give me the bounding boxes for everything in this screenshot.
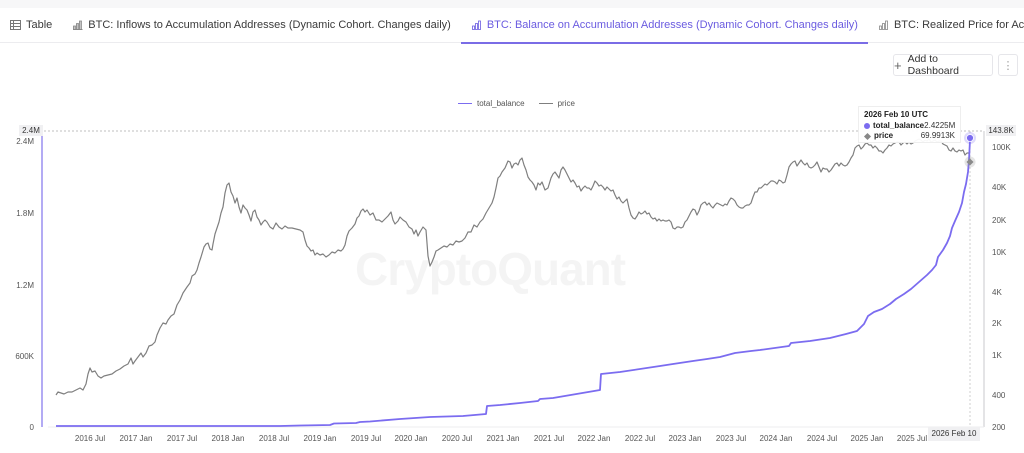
crosshair-right-value-badge: 143.8K [986,125,1016,136]
svg-text:2K: 2K [992,319,1002,328]
tooltip-value: 69.9913K [920,131,955,140]
kebab-menu-icon: ⋮ [1002,59,1014,72]
bar-chart-icon [73,20,83,30]
svg-text:2022 Jan: 2022 Jan [578,434,611,443]
svg-text:2025 Jan: 2025 Jan [851,434,884,443]
crosshair-left-value-badge: 2.4M [19,125,43,136]
svg-text:2024 Jul: 2024 Jul [807,434,837,443]
svg-text:2023 Jan: 2023 Jan [669,434,702,443]
tab-label: Table [26,19,53,31]
add-to-dashboard-label: Add to Dashboard [907,53,959,77]
svg-text:2019 Jul: 2019 Jul [351,434,381,443]
more-options-button[interactable]: ⋮ [998,54,1018,76]
svg-text:1.2M: 1.2M [16,281,34,290]
svg-text:400: 400 [992,391,1006,400]
total-balance-line [56,137,972,427]
diamond-icon [863,132,872,140]
x-axis: 2016 Jul 2017 Jan 2017 Jul 2018 Jan 2018… [75,434,927,443]
legend-swatch [458,102,472,105]
legend-item-price[interactable]: price [538,99,575,108]
chart-tooltip: 2026 Feb 10 UTC total_balance 2.4225M pr… [858,106,961,143]
tooltip-title: 2026 Feb 10 UTC [864,110,929,119]
svg-text:2022 Jul: 2022 Jul [625,434,655,443]
tooltip-row-total-balance: total_balance 2.4225M [864,121,955,131]
legend-label: total_balance [477,99,525,108]
tooltip-label: total_balance [873,121,925,130]
svg-text:2024 Jan: 2024 Jan [760,434,793,443]
tab-balance[interactable]: BTC: Balance on Accumulation Addresses (… [460,8,869,44]
tooltip-value: 2.4225M [924,121,956,130]
tooltip-row-price: price 69.9913K [863,131,955,141]
svg-text:0: 0 [30,423,35,432]
chart-legend: total_balance price [458,99,589,108]
svg-text:2018 Jan: 2018 Jan [212,434,245,443]
bar-chart-icon [471,20,481,30]
svg-text:2016 Jul: 2016 Jul [75,434,105,443]
watermark: CryptoQuant [355,242,626,296]
svg-text:1K: 1K [992,351,1002,360]
svg-text:2020 Jan: 2020 Jan [395,434,428,443]
svg-text:2.4M: 2.4M [16,137,34,146]
svg-text:20K: 20K [992,216,1007,225]
add-to-dashboard-button[interactable]: + Add to Dashboard [893,53,993,77]
svg-text:100K: 100K [992,143,1011,152]
svg-text:10K: 10K [992,248,1007,257]
table-icon [10,20,21,30]
svg-text:2021 Jan: 2021 Jan [487,434,520,443]
tab-label: BTC: Realized Price for Accumulation Add… [893,19,1024,31]
tab-label: BTC: Balance on Accumulation Addresses (… [486,19,858,31]
legend-swatch [538,102,553,105]
svg-text:2025 Jul: 2025 Jul [897,434,927,443]
svg-text:200: 200 [992,423,1006,432]
plus-icon: + [894,57,902,73]
y-axis-right: 100K 40K 20K 10K 4K 2K 1K 400 200 [992,143,1011,432]
svg-text:600K: 600K [15,352,34,361]
tab-inflows[interactable]: BTC: Inflows to Accumulation Addresses (… [62,8,461,43]
price-line [55,138,971,396]
svg-text:2019 Jan: 2019 Jan [304,434,337,443]
svg-text:4K: 4K [992,288,1002,297]
legend-item-total-balance[interactable]: total_balance [458,99,525,108]
tab-bar: Table BTC: Inflows to Accumulation Addre… [0,8,1024,44]
svg-text:2017 Jan: 2017 Jan [120,434,153,443]
crosshair-date-badge: 2026 Feb 10 [928,427,980,441]
tooltip-label: price [874,131,894,140]
top-strip [0,0,1024,8]
tab-table[interactable]: Table [0,8,62,43]
y-axis-left: 2.4M 1.8M 1.2M 600K 0 [15,137,34,432]
circle-icon [864,123,870,129]
tab-realized-price[interactable]: BTC: Realized Price for Accumulation Add… [868,8,1024,43]
legend-label: price [557,99,575,108]
total-balance-marker [966,134,974,142]
svg-text:2021 Jul: 2021 Jul [534,434,564,443]
svg-text:2023 Jul: 2023 Jul [716,434,746,443]
svg-text:2020 Jul: 2020 Jul [442,434,472,443]
bar-chart-icon [879,20,888,30]
svg-text:2018 Jul: 2018 Jul [259,434,289,443]
svg-text:1.8M: 1.8M [16,209,34,218]
svg-text:40K: 40K [992,183,1007,192]
price-marker [966,158,974,166]
svg-text:2017 Jul: 2017 Jul [167,434,197,443]
tab-label: BTC: Inflows to Accumulation Addresses (… [88,19,451,31]
